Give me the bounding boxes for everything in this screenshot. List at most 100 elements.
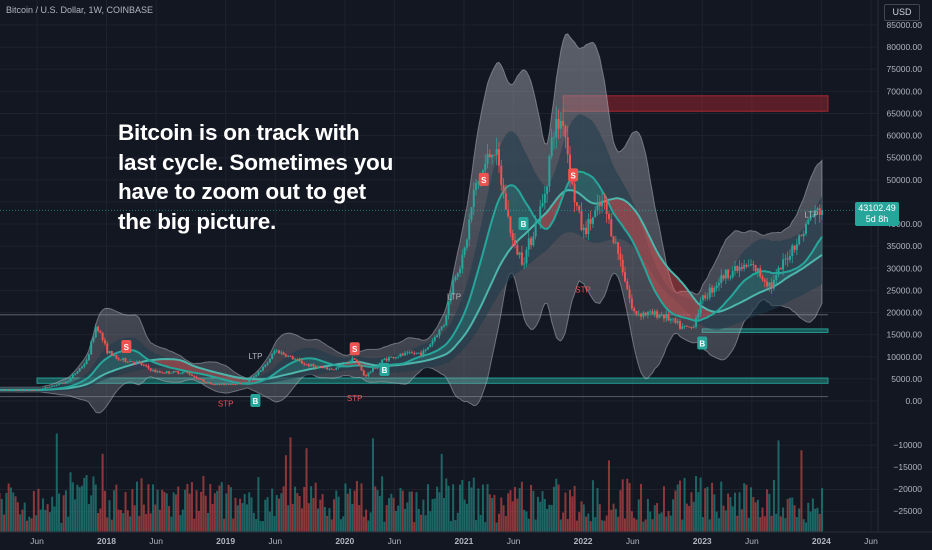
- candle-body: [213, 384, 216, 385]
- volume-bar: [316, 508, 319, 532]
- volume-bar: [587, 513, 590, 532]
- candle-body: [569, 154, 572, 179]
- price-axis[interactable]: 85000.00 80000.00 75000.00 70000.00 65000.00…: [877, 0, 932, 550]
- ma-ribbon-segment: [762, 271, 765, 292]
- candle-body: [193, 376, 196, 377]
- candle-body: [516, 244, 519, 255]
- candle-body: [589, 219, 592, 224]
- candle: [58, 383, 61, 386]
- candle-body: [580, 211, 583, 231]
- volume-bar: [548, 504, 551, 532]
- volume-bar: [660, 512, 663, 532]
- volume-bar: [580, 501, 583, 532]
- volume-bar: [342, 516, 345, 532]
- candle: [429, 343, 432, 348]
- candle-body: [788, 256, 791, 260]
- volume-bar: [429, 511, 432, 532]
- candle: [628, 285, 631, 303]
- volume-bar: [461, 479, 464, 532]
- volume-bar: [452, 484, 455, 532]
- volume-bar: [720, 481, 723, 532]
- ma-ribbon-segment: [517, 189, 520, 242]
- volume-bar: [802, 519, 805, 532]
- candle: [9, 389, 12, 391]
- volume-bar: [250, 497, 253, 532]
- candle-body: [642, 312, 645, 317]
- volume-bar: [438, 492, 441, 532]
- volume-bar: [113, 490, 116, 532]
- volume-bar: [408, 491, 411, 532]
- candle-body: [138, 361, 141, 363]
- candle-body: [42, 388, 45, 390]
- volume-bar: [280, 493, 283, 532]
- candle-body: [637, 313, 640, 315]
- candle: [74, 373, 77, 376]
- signal-label: S: [124, 343, 130, 352]
- candle: [646, 311, 649, 319]
- signal-label: S: [481, 176, 487, 185]
- candle-body: [431, 340, 434, 345]
- candle: [193, 375, 196, 378]
- candle: [591, 216, 594, 229]
- volume-bar: [534, 519, 537, 532]
- volume-bar: [300, 508, 303, 532]
- candle-body: [461, 254, 464, 269]
- candle-body: [186, 371, 189, 373]
- candle-body: [234, 384, 237, 386]
- ma-ribbon-segment: [320, 360, 323, 368]
- currency-button[interactable]: USD: [884, 4, 920, 21]
- candle-body: [747, 265, 750, 267]
- candle: [103, 337, 106, 346]
- candle-body: [190, 374, 193, 377]
- volume-bar: [750, 487, 753, 532]
- candle: [807, 218, 810, 226]
- ma-ribbon-segment: [104, 358, 108, 375]
- volume-bar: [106, 517, 109, 532]
- ma-ribbon-segment: [187, 363, 190, 372]
- candle: [759, 265, 762, 279]
- candle-body: [25, 389, 28, 391]
- candle: [601, 191, 604, 214]
- candle-body: [818, 208, 821, 216]
- ma-ribbon-segment: [551, 202, 554, 224]
- volume-bar: [479, 514, 482, 532]
- candle: [186, 371, 189, 374]
- ma-ribbon-segment: [201, 368, 204, 375]
- candle-body: [543, 193, 546, 203]
- volume-bar: [633, 517, 636, 532]
- ma-ribbon-segment: [515, 186, 518, 244]
- candle-body: [5, 389, 8, 391]
- volume-bar: [383, 521, 386, 532]
- volume-bar: [539, 501, 542, 532]
- candle: [777, 265, 780, 278]
- candle-body: [514, 240, 517, 245]
- volume-bar: [585, 516, 588, 532]
- ma-ribbon-segment: [622, 199, 626, 230]
- candle-body: [715, 285, 718, 289]
- ma-ribbon-segment: [748, 275, 752, 299]
- volume-bar: [21, 509, 24, 532]
- time-tick-label: 2020: [335, 536, 354, 546]
- volume-bar: [761, 507, 764, 532]
- candle: [126, 361, 129, 364]
- ma-ribbon-segment: [466, 300, 470, 332]
- candle: [252, 375, 255, 378]
- time-axis[interactable]: Jun 2018 Jun 2019 Jun 2020 Jun 2021 Jun 2022 Jun 20…: [0, 531, 932, 550]
- volume-bar: [736, 515, 739, 532]
- candle: [188, 371, 191, 376]
- candle-body: [472, 189, 475, 208]
- candle: [319, 365, 322, 368]
- ma-ribbon-segment: [652, 242, 655, 291]
- candle: [511, 229, 514, 247]
- ma-ribbon-segment: [588, 174, 591, 203]
- candle-body: [729, 277, 732, 279]
- candle: [264, 364, 267, 368]
- candle-body: [619, 253, 622, 260]
- candle: [261, 365, 264, 372]
- candle-body: [37, 389, 40, 391]
- volume-bar: [46, 504, 49, 532]
- volume-bar: [557, 484, 560, 532]
- volume-bar: [349, 488, 352, 532]
